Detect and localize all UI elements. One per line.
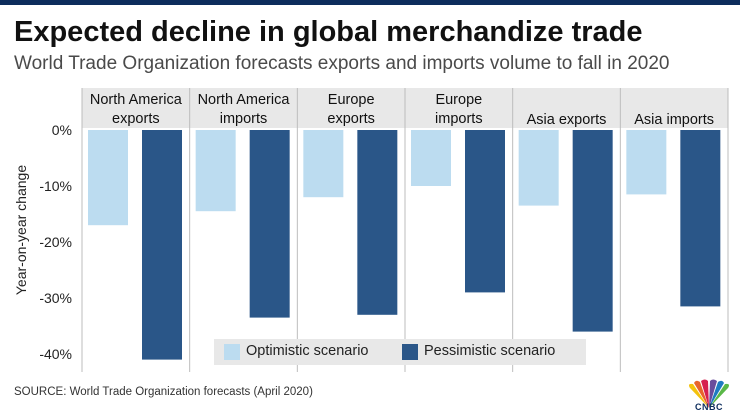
bar-pessimistic <box>249 130 290 318</box>
y-tick-label: -30% <box>39 290 72 306</box>
category-label: North America imports <box>198 92 291 127</box>
category-label: Asia exports <box>527 112 607 128</box>
category-label: Europe imports <box>435 92 483 127</box>
category-label: Asia imports <box>634 112 714 128</box>
category-label: North America exports <box>90 92 183 127</box>
bar-pessimistic <box>142 130 182 360</box>
bar-chart: North America exports North America imports… <box>13 88 729 372</box>
bar-pessimistic <box>465 130 505 293</box>
source-note: SOURCE: World Trade Organization forecas… <box>14 386 313 398</box>
y-axis-label: Year-on-year change <box>13 165 29 295</box>
bar-optimistic <box>411 130 451 186</box>
legend-swatch-optimistic <box>224 344 240 360</box>
bar-optimistic <box>518 130 559 206</box>
chart-legend: Optimistic scenario Pessimistic scenario <box>214 339 586 365</box>
bar-optimistic <box>195 130 236 212</box>
category-label: Europe exports <box>327 92 375 127</box>
bar-optimistic <box>626 130 667 195</box>
bar-pessimistic <box>680 130 721 307</box>
bar-pessimistic <box>357 130 398 315</box>
y-tick-label: -10% <box>39 178 72 194</box>
bar-optimistic <box>88 130 128 226</box>
legend-label-optimistic: Optimistic scenario <box>246 343 369 359</box>
brand-top-bar <box>0 0 740 5</box>
legend-swatch-pessimistic <box>402 344 418 360</box>
chart-title: Expected decline in global merchandize t… <box>14 16 643 48</box>
chart-subtitle: World Trade Organization forecasts expor… <box>14 53 670 74</box>
y-tick-label: -20% <box>39 234 72 250</box>
cnbc-peacock-logo <box>689 379 729 408</box>
bar-pessimistic <box>572 130 613 332</box>
y-tick-label: -40% <box>39 346 72 362</box>
y-tick-label: 0% <box>52 122 72 138</box>
bar-optimistic <box>303 130 344 198</box>
legend-label-pessimistic: Pessimistic scenario <box>424 343 556 359</box>
cnbc-logo-text: CNBC <box>695 402 723 412</box>
